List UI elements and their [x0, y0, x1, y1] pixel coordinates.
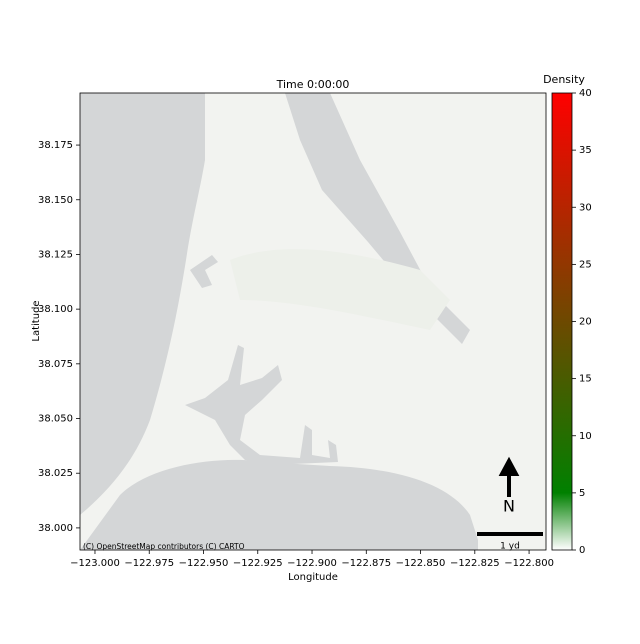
x-axis-label: Longitude — [288, 572, 338, 583]
y-tick-label: 38.100 — [38, 304, 73, 315]
x-tick-label: −122.925 — [233, 558, 283, 569]
colorbar-tick-label: 0 — [579, 545, 585, 556]
colorbar-tick-label: 25 — [579, 259, 592, 270]
x-tick-label: −122.975 — [124, 558, 174, 569]
colorbar-tick-label: 10 — [579, 431, 592, 442]
colorbar-tick-label: 15 — [579, 374, 592, 385]
x-tick-label: −122.850 — [396, 558, 446, 569]
colorbar — [551, 92, 573, 551]
axes-frame — [79, 92, 547, 551]
x-tick-label: −123.000 — [70, 558, 120, 569]
ocean — [80, 93, 205, 515]
north-arrow — [498, 456, 520, 497]
y-tick-label: 38.125 — [38, 249, 73, 260]
x-tick-label: −122.950 — [179, 558, 229, 569]
colorbar-tick-label: 40 — [579, 88, 592, 99]
x-tick-label: −122.825 — [450, 558, 500, 569]
land-patch — [230, 249, 450, 330]
inlet — [190, 255, 218, 288]
estuary — [185, 345, 338, 465]
y-tick-label: 38.000 — [38, 523, 73, 534]
title: Time 0:00:00 — [276, 78, 350, 91]
colorbar-tick-label: 30 — [579, 202, 592, 213]
bay — [80, 459, 478, 550]
y-tick-label: 38.050 — [38, 414, 73, 425]
y-tick-label: 38.075 — [38, 359, 73, 370]
colorbar-label: Density — [543, 73, 585, 86]
attribution: (C) OpenStreetMap contributors (C) CARTO — [83, 542, 245, 551]
y-tick-label: 38.175 — [38, 140, 73, 151]
colorbar-tick-label: 20 — [579, 317, 592, 328]
scale-label: 1 yd — [500, 542, 520, 552]
y-tick-label: 38.150 — [38, 195, 73, 206]
x-tick-label: −122.875 — [341, 558, 391, 569]
colorbar-tick-label: 35 — [579, 145, 592, 156]
x-tick-label: −122.800 — [504, 558, 554, 569]
x-tick-label: −122.900 — [287, 558, 337, 569]
colorbar-tick-label: 5 — [579, 488, 585, 499]
y-tick-label: 38.025 — [38, 468, 73, 479]
north-label: N — [503, 497, 515, 516]
y-axis-label: Latitude — [31, 300, 42, 341]
